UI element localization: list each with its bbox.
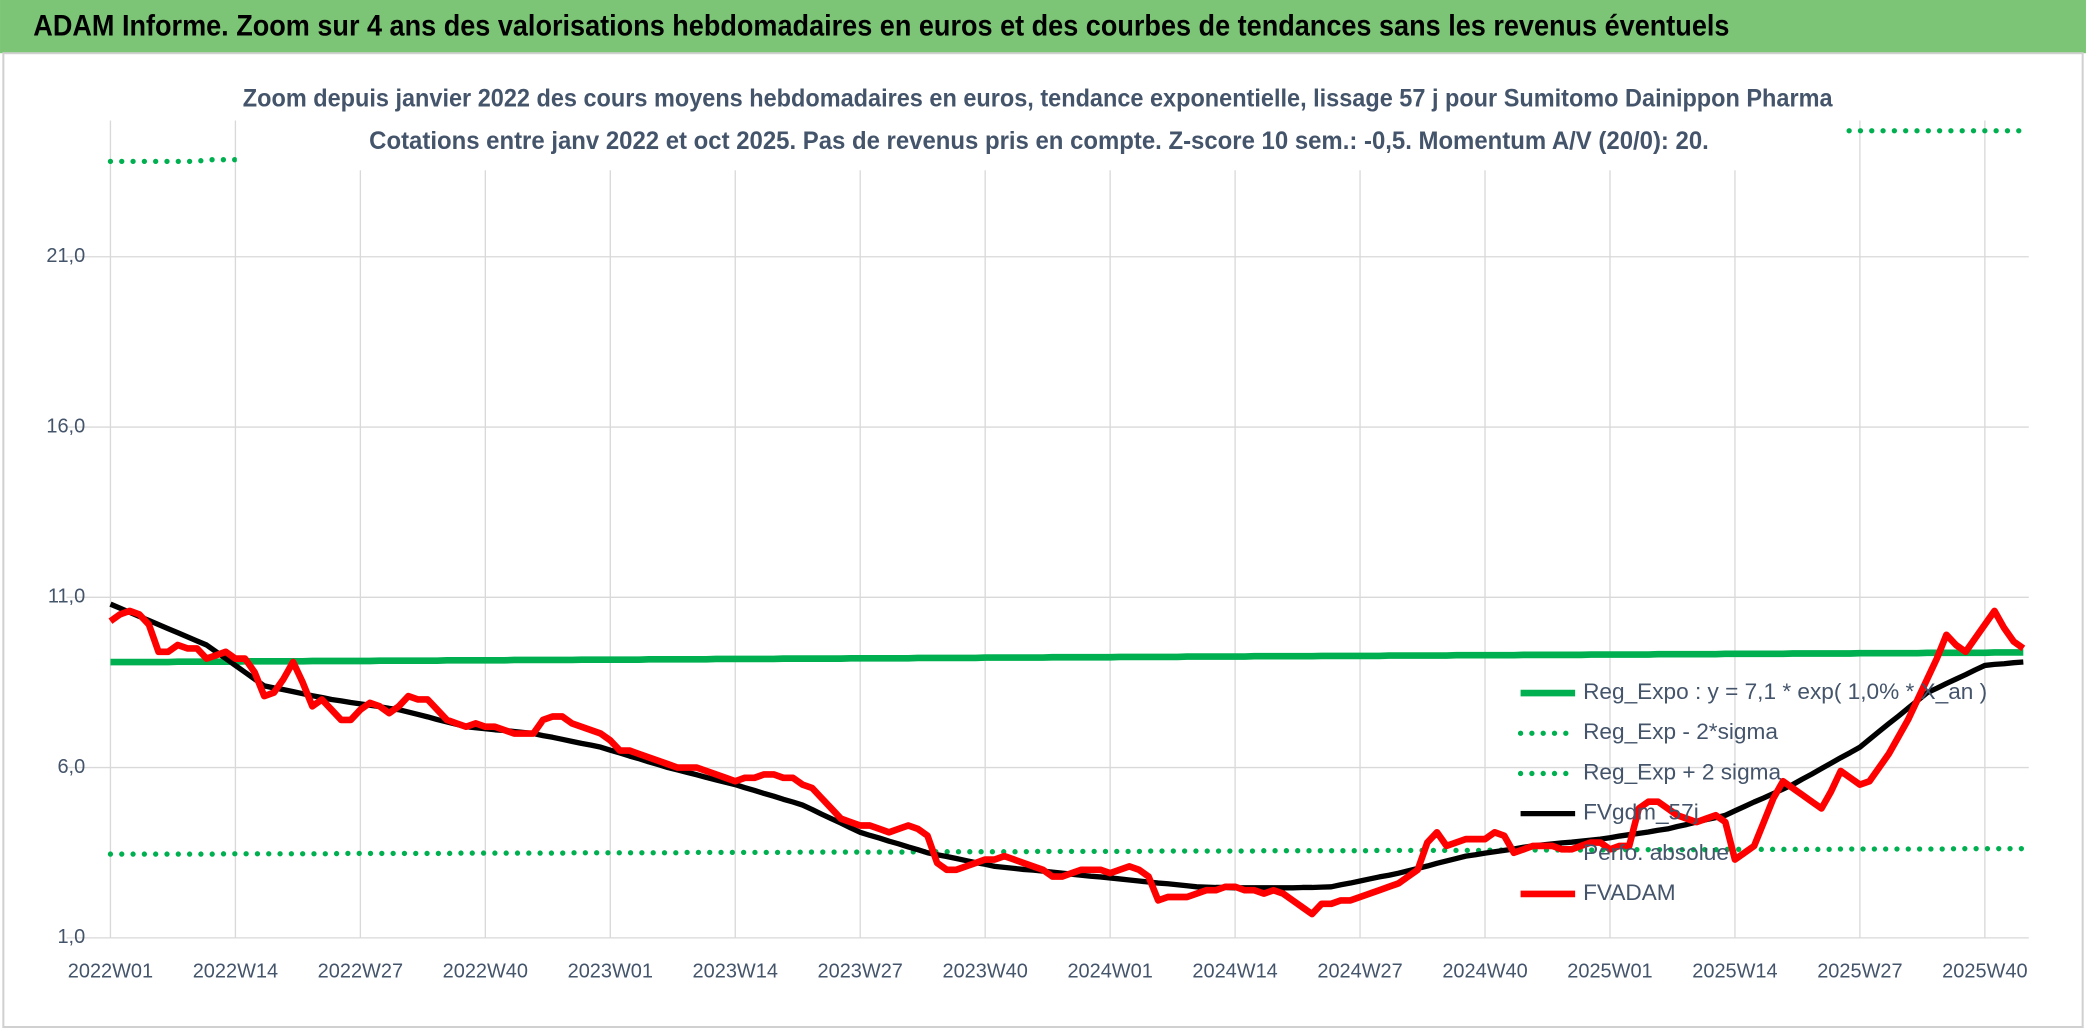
series-line (108, 607, 2026, 918)
series-line (107, 845, 2026, 857)
legend-label: FVgdm_57j (1583, 800, 1699, 825)
x-tick-label: 2023W27 (818, 961, 903, 983)
y-tick-label: 1,0 (57, 926, 85, 948)
x-tick-label: 2024W01 (1067, 961, 1152, 983)
legend-label: Perfo. absolue (1583, 840, 1729, 865)
series-line (110, 649, 2024, 666)
legend-label: Reg_Expo : y = 7,1 * exp( 1,0% * X_an ) (1583, 679, 1987, 704)
x-tick-label: 2022W27 (318, 961, 403, 983)
legend-label: FVADAM (1583, 880, 1676, 905)
x-tick-label: 2024W14 (1192, 961, 1277, 983)
x-tick-label: 2024W27 (1317, 961, 1402, 983)
header-title: ADAM Informe. Zoom sur 4 ans des valoris… (33, 11, 1729, 43)
x-tick-label: 2023W01 (568, 961, 653, 983)
y-tick-label: 21,0 (46, 245, 85, 267)
x-tick-label: 2022W01 (68, 961, 153, 983)
x-tick-label: 2025W01 (1567, 961, 1652, 983)
x-tick-label: 2025W40 (1942, 961, 2027, 983)
x-tick-label: 2023W40 (942, 961, 1027, 983)
legend-label: Reg_Exp - 2*sigma (1583, 719, 1778, 744)
chart-frame (2, 52, 2084, 1029)
x-tick-label: 2025W14 (1692, 961, 1777, 983)
subtitle: Zoom depuis janvier 2022 des cours moyen… (243, 84, 1834, 112)
subtitle-backdrop (236, 77, 1847, 171)
x-tick-label: 2024W40 (1442, 961, 1527, 983)
x-tick-label: 2022W14 (193, 961, 278, 983)
x-tick-label: 2023W14 (693, 961, 778, 983)
y-tick-label: 16,0 (46, 415, 85, 437)
legend-label: Reg_Exp + 2 sigma (1583, 759, 1781, 784)
y-tick-label: 11,0 (48, 586, 85, 608)
y-tick-label: 6,0 (57, 756, 85, 778)
x-tick-label: 2025W27 (1817, 961, 1902, 983)
subtitle: Cotations entre janv 2022 et oct 2025. P… (369, 127, 1709, 155)
header-bar (0, 0, 2086, 54)
x-tick-label: 2022W40 (443, 961, 528, 983)
